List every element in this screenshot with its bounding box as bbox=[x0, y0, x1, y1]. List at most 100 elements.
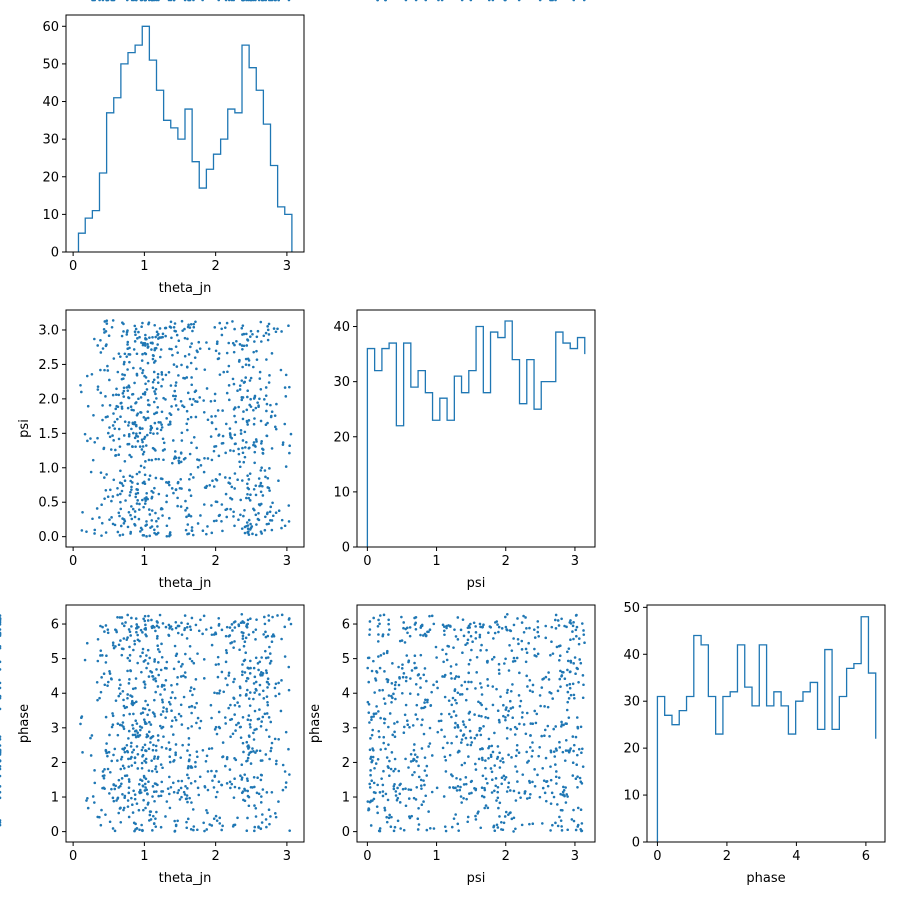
scatter-point bbox=[143, 341, 147, 345]
scatter-point bbox=[444, 770, 448, 773]
scatter-point bbox=[210, 633, 214, 637]
scatter-point bbox=[541, 822, 544, 825]
y-tick-label: 6 bbox=[51, 618, 59, 633]
scatter-point bbox=[240, 791, 244, 795]
scatter-point bbox=[267, 322, 271, 326]
scatter-point bbox=[230, 497, 234, 501]
scatter-point bbox=[474, 625, 477, 628]
scatter-point bbox=[238, 694, 242, 697]
scatter-point bbox=[274, 511, 278, 514]
scatter-point bbox=[238, 358, 241, 362]
scatter-point bbox=[247, 533, 251, 536]
scatter-point bbox=[533, 654, 537, 657]
scatter-point bbox=[514, 799, 518, 802]
scatter-point bbox=[480, 693, 484, 696]
scatter-point bbox=[561, 790, 565, 794]
scatter-point bbox=[132, 0, 136, 2]
scatter-point bbox=[491, 0, 495, 2]
scatter-point bbox=[187, 765, 190, 768]
scatter-point bbox=[553, 618, 557, 622]
scatter-point bbox=[209, 626, 213, 630]
scatter-point bbox=[253, 461, 256, 465]
scatter-point bbox=[96, 344, 99, 347]
scatter-point bbox=[213, 392, 217, 396]
scatter-point bbox=[159, 713, 163, 716]
scatter-point bbox=[264, 753, 268, 756]
scatter-point bbox=[420, 787, 423, 790]
scatter-point bbox=[242, 460, 246, 464]
scatter-point bbox=[157, 457, 160, 461]
scatter-point bbox=[531, 683, 535, 687]
scatter-point bbox=[173, 322, 177, 325]
scatter-point bbox=[249, 522, 252, 526]
scatter-point bbox=[120, 616, 124, 619]
axes-frame bbox=[65, 604, 305, 843]
scatter-point bbox=[260, 773, 264, 777]
scatter-point bbox=[496, 826, 500, 829]
scatter-point bbox=[544, 624, 548, 628]
scatter-point bbox=[193, 706, 197, 709]
scatter-point bbox=[159, 724, 162, 728]
scatter-point bbox=[201, 632, 204, 636]
scatter-point bbox=[241, 365, 244, 369]
scatter-point bbox=[378, 827, 382, 830]
scatter-point bbox=[489, 767, 493, 770]
scatter-point bbox=[190, 376, 193, 379]
scatter-point bbox=[209, 399, 213, 403]
scatter-point bbox=[168, 625, 172, 629]
scatter-point bbox=[108, 518, 111, 521]
scatter-point bbox=[135, 827, 139, 830]
scatter-point bbox=[131, 803, 134, 807]
scatter-point bbox=[233, 640, 236, 643]
scatter-point bbox=[186, 787, 189, 790]
scatter-point bbox=[513, 733, 517, 736]
scatter-point bbox=[519, 796, 522, 799]
scatter-point bbox=[135, 352, 139, 356]
scatter-point bbox=[187, 0, 191, 2]
scatter-point bbox=[139, 464, 143, 468]
scatter-point bbox=[455, 776, 458, 780]
scatter-point bbox=[125, 774, 129, 777]
scatter-point bbox=[382, 735, 386, 739]
scatter-point bbox=[117, 352, 121, 355]
scatter-point bbox=[473, 736, 477, 740]
scatter-point bbox=[268, 467, 271, 470]
scatter-point bbox=[161, 332, 165, 336]
scatter-point bbox=[475, 655, 479, 659]
scatter-point bbox=[110, 725, 114, 729]
scatter-point bbox=[467, 662, 471, 666]
scatter-point bbox=[378, 791, 382, 794]
scatter-point bbox=[569, 670, 572, 673]
scatter-point bbox=[127, 511, 131, 514]
scatter-point bbox=[112, 646, 116, 650]
x-axis-label: phase bbox=[746, 871, 785, 886]
scatter-point bbox=[138, 431, 142, 435]
scatter-point bbox=[227, 481, 230, 485]
scatter-point bbox=[377, 710, 380, 713]
scatter-point bbox=[484, 804, 488, 807]
scatter-point bbox=[428, 726, 432, 730]
scatter-point bbox=[275, 402, 278, 406]
scatter-point bbox=[252, 630, 255, 634]
scatter-point bbox=[140, 823, 143, 827]
scatter-point bbox=[262, 697, 266, 700]
scatter-point bbox=[277, 681, 280, 685]
scatter-point bbox=[277, 737, 280, 741]
scatter-point bbox=[277, 479, 280, 483]
scatter-point bbox=[565, 708, 569, 712]
scatter-point bbox=[244, 651, 248, 654]
scatter-point bbox=[503, 662, 506, 665]
scatter-point bbox=[404, 703, 408, 707]
scatter-point bbox=[497, 672, 501, 675]
scatter-point bbox=[367, 656, 371, 660]
scatter-point bbox=[155, 624, 159, 628]
scatter-point bbox=[426, 698, 429, 702]
scatter-point bbox=[456, 691, 460, 695]
scatter-point bbox=[133, 733, 137, 737]
scatter-point bbox=[181, 404, 184, 407]
scatter-point bbox=[112, 799, 116, 803]
scatter-point bbox=[277, 692, 281, 696]
scatter-point bbox=[254, 533, 258, 537]
scatter-point bbox=[188, 397, 192, 401]
scatter-point bbox=[170, 725, 173, 728]
